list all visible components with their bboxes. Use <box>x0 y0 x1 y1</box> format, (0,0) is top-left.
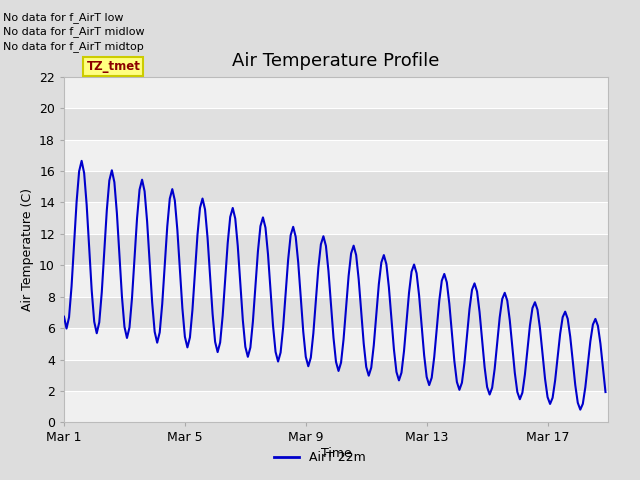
Bar <box>64 140 608 171</box>
Bar <box>64 328 608 360</box>
Text: No data for f_AirT midlow: No data for f_AirT midlow <box>3 26 145 37</box>
X-axis label: Time: Time <box>321 447 351 460</box>
Title: Air Temperature Profile: Air Temperature Profile <box>232 52 440 70</box>
Legend: AirT 22m: AirT 22m <box>269 446 371 469</box>
Bar <box>64 391 608 422</box>
Bar <box>64 360 608 391</box>
Text: No data for f_AirT low: No data for f_AirT low <box>3 12 124 23</box>
Bar <box>64 77 608 108</box>
Bar <box>64 265 608 297</box>
Text: No data for f_AirT midtop: No data for f_AirT midtop <box>3 41 144 52</box>
Bar <box>64 171 608 203</box>
Text: TZ_tmet: TZ_tmet <box>86 60 140 73</box>
Bar <box>64 108 608 140</box>
Bar <box>64 234 608 265</box>
Bar <box>64 203 608 234</box>
Bar <box>64 297 608 328</box>
Y-axis label: Air Temperature (C): Air Temperature (C) <box>20 188 33 311</box>
